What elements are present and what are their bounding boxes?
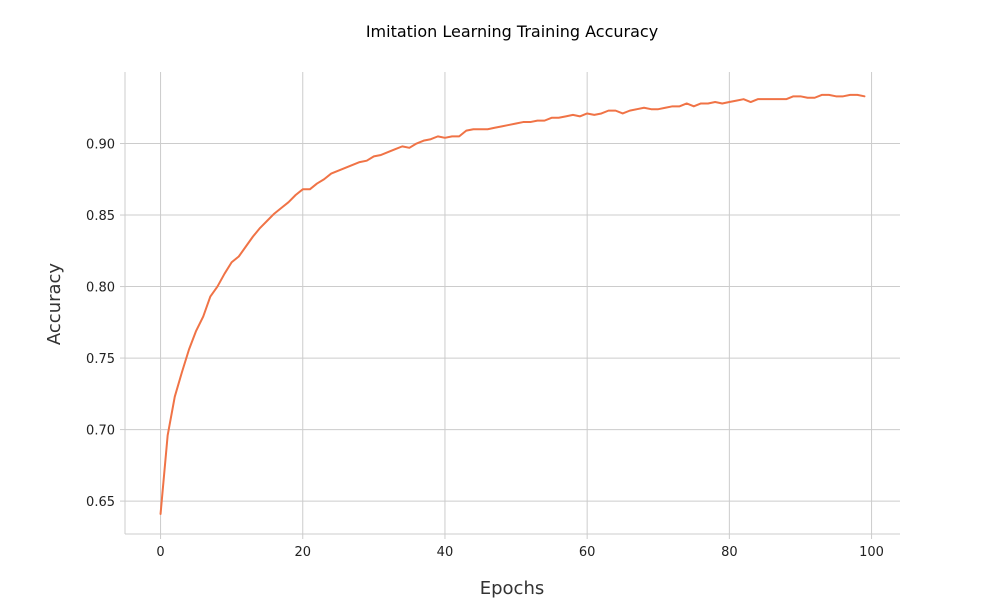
x-axis-ticks: 0 20 40 60 80 100 <box>156 534 884 560</box>
x-tick-label: 20 <box>294 545 311 560</box>
y-tick-label: 0.70 <box>86 424 115 439</box>
y-tick-label: 0.65 <box>86 495 115 510</box>
y-tick-label: 0.90 <box>86 138 115 153</box>
accuracy-series-line <box>159 93 866 515</box>
axis-spines <box>124 72 900 535</box>
y-axis-label: Accuracy <box>44 263 65 346</box>
x-tick-label: 40 <box>437 545 454 560</box>
x-axis-label: Epochs <box>480 578 545 599</box>
y-tick-label: 0.80 <box>86 281 115 296</box>
y-tick-label: 0.75 <box>86 352 115 367</box>
x-tick-label: 0 <box>156 545 164 560</box>
grid-lines <box>125 72 900 534</box>
chart-title: Imitation Learning Training Accuracy <box>366 22 658 41</box>
x-tick-label: 60 <box>579 545 596 560</box>
y-tick-label: 0.85 <box>86 209 115 224</box>
x-tick-label: 100 <box>859 545 884 560</box>
series-layer <box>159 93 866 515</box>
x-tick-label: 80 <box>721 545 738 560</box>
y-axis-ticks: 0.65 0.70 0.75 0.80 0.85 0.90 <box>86 138 125 510</box>
